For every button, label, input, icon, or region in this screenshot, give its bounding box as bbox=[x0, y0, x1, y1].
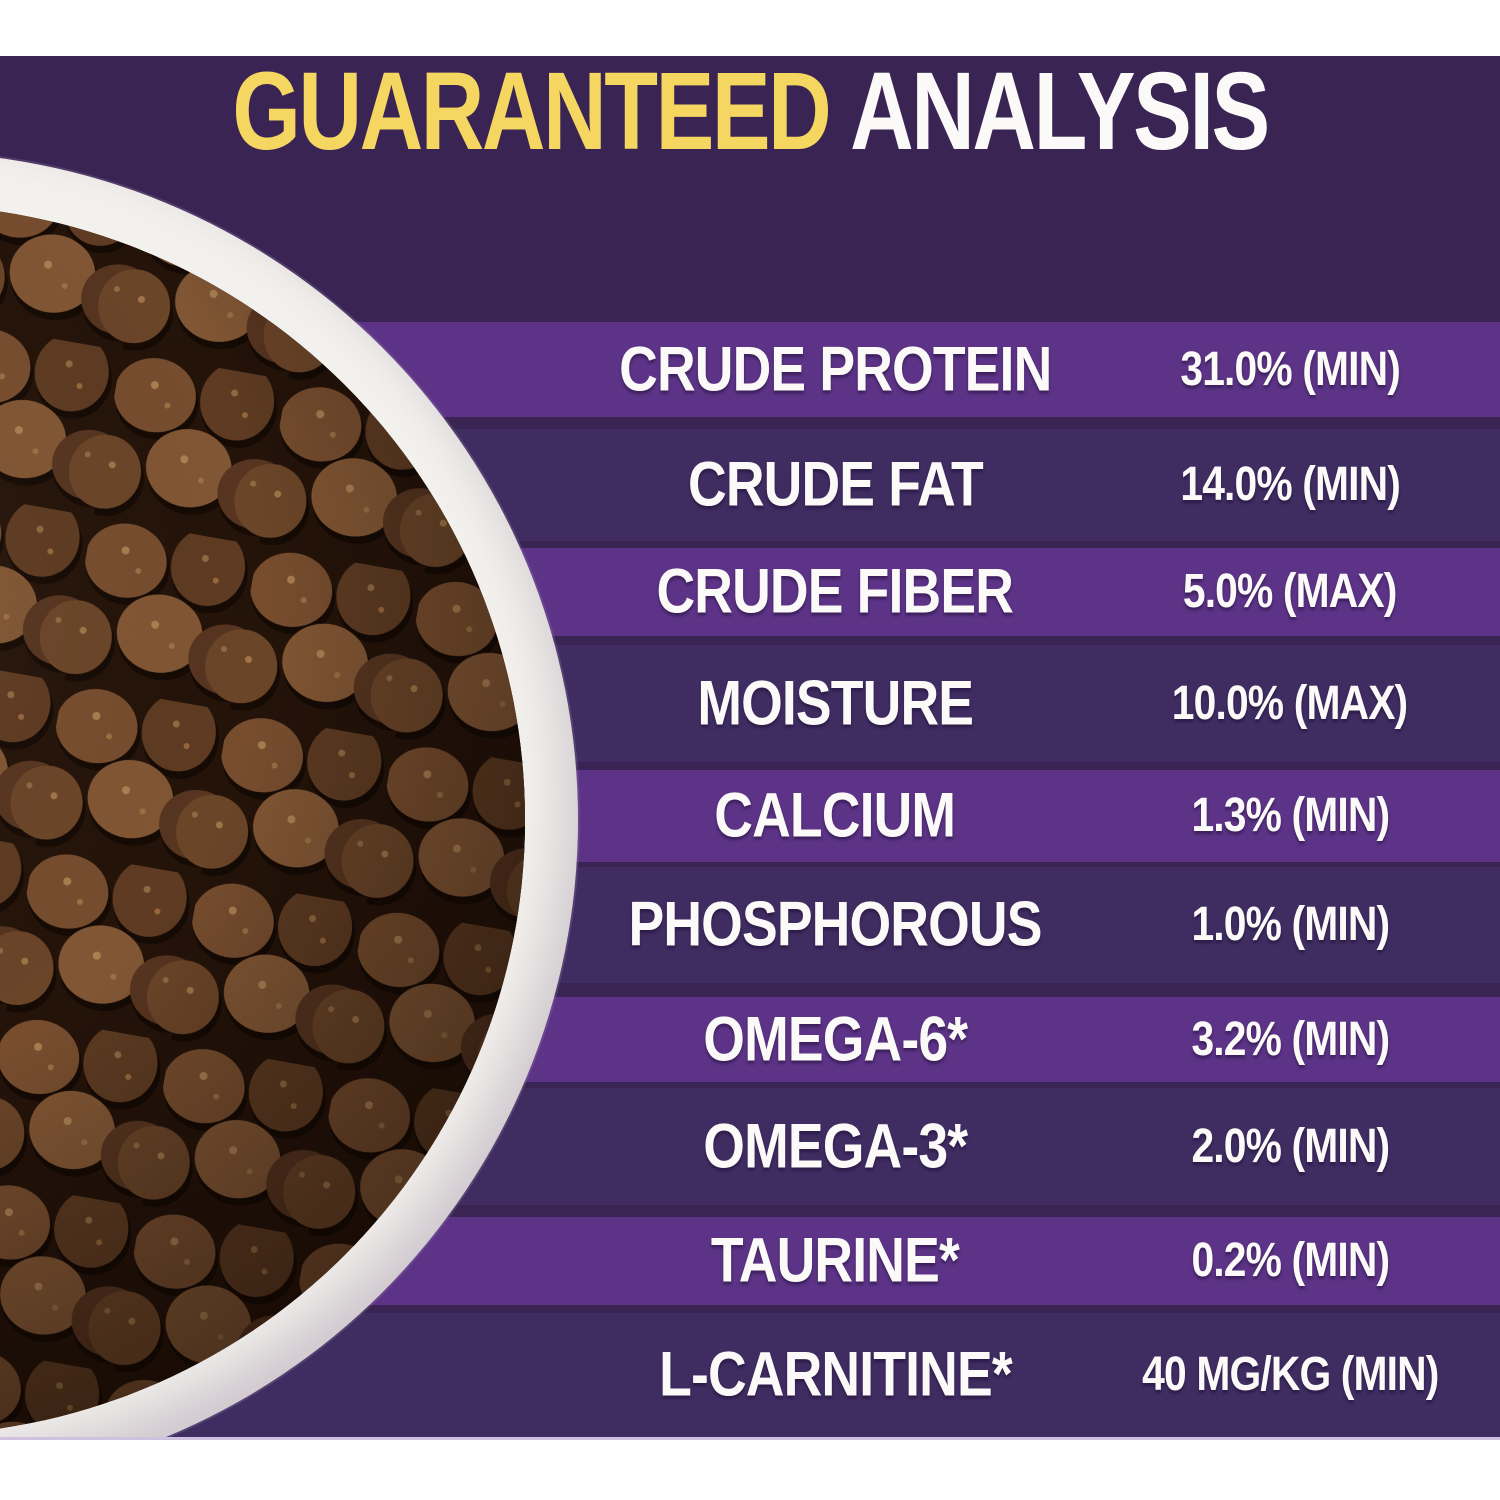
page-title-text: GUARANTEED ANALYSIS bbox=[232, 56, 1270, 175]
title-word-guaranteed: GUARANTEED bbox=[232, 56, 831, 173]
purple-background: GUARANTEED ANALYSIS CRUDE PROTEIN 31.0% (… bbox=[0, 56, 1500, 1440]
nutrient-value: 0.2% (MIN) bbox=[1191, 1234, 1390, 1287]
nutrient-label: OMEGA-3* bbox=[703, 1111, 968, 1181]
nutrient-value: 40 MG/KG (MIN) bbox=[1141, 1348, 1439, 1401]
nutrient-label: TAURINE* bbox=[710, 1225, 960, 1296]
nutrient-label: MOISTURE bbox=[697, 668, 974, 738]
page-title: GUARANTEED ANALYSIS bbox=[0, 56, 1500, 175]
nutrient-value: 14.0% (MIN) bbox=[1180, 458, 1400, 511]
nutrient-value: 1.0% (MIN) bbox=[1191, 898, 1390, 951]
nutrient-label: L-CARNITINE* bbox=[658, 1339, 1013, 1410]
nutrient-label: CALCIUM bbox=[714, 780, 957, 851]
nutrient-value: 31.0% (MIN) bbox=[1180, 342, 1400, 396]
nutrient-label: PHOSPHOROUS bbox=[628, 889, 1042, 960]
nutrient-value: 3.2% (MIN) bbox=[1191, 1012, 1390, 1066]
nutrient-value: 10.0% (MAX) bbox=[1172, 676, 1408, 730]
nutrient-label: CRUDE FIBER bbox=[656, 556, 1014, 627]
nutrient-value: 2.0% (MIN) bbox=[1191, 1119, 1390, 1173]
nutrient-label: CRUDE PROTEIN bbox=[618, 334, 1052, 404]
nutrient-value: 1.3% (MIN) bbox=[1191, 789, 1390, 842]
nutrient-label: OMEGA-6* bbox=[703, 1004, 968, 1074]
nutrient-label: CRUDE FAT bbox=[687, 449, 984, 520]
nutrient-value: 5.0% (MAX) bbox=[1183, 565, 1398, 618]
title-word-analysis: ANALYSIS bbox=[850, 56, 1270, 173]
